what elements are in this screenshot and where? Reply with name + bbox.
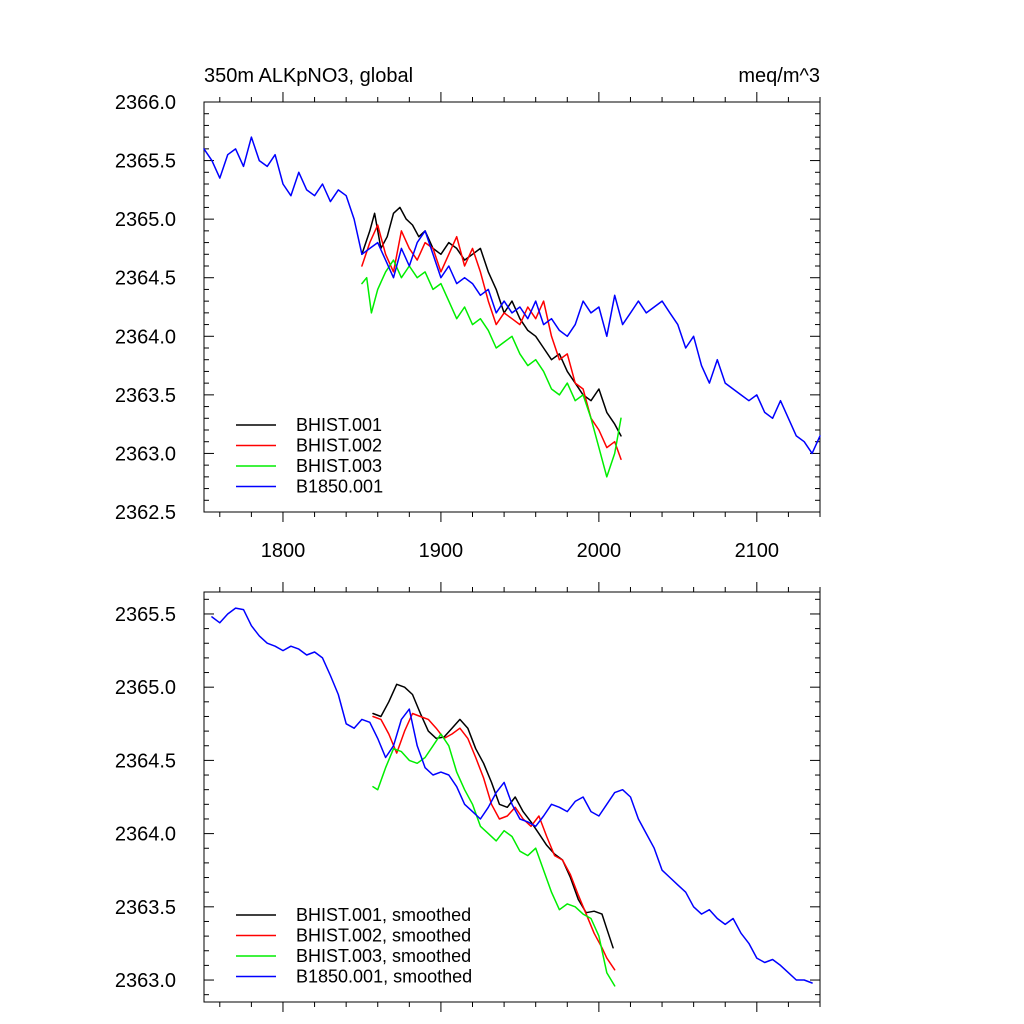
bottom-plot-frame [203, 591, 821, 1003]
top-series-line-4 [203, 136, 821, 455]
y-tick-label: 2365.0 [115, 677, 176, 699]
top-series-line-1 [361, 206, 622, 437]
top-chart-units: meq/m^3 [738, 65, 820, 87]
top-series-line-2 [361, 224, 622, 461]
y-tick-label: 2366.0 [115, 92, 176, 114]
legend-label: BHIST.002 [296, 436, 382, 456]
top-axis-ticks: 2362.5 2363.0 2363.5 2364.0 2364.5 2365.0 2365… [115, 92, 821, 562]
bottom-axis-ticks: 2363.0 2363.5 2364.0 2364.5 2365.0 2365.5 [115, 582, 821, 1012]
y-tick-label: 2365.5 [115, 151, 176, 173]
x-tick-label: 2000 [577, 540, 622, 562]
bottom-chart-panel: 2363.0 2363.5 2364.0 2364.5 2365.0 2365.5 BHI… [115, 582, 821, 1012]
x-tick-label: 1900 [419, 540, 464, 562]
bottom-series-line-3 [372, 733, 616, 987]
y-tick-label: 2364.0 [115, 326, 176, 348]
y-tick-label: 2363.5 [115, 385, 176, 407]
legend-label: BHIST.003 [296, 456, 382, 476]
y-tick-label: 2365.5 [115, 604, 176, 626]
top-series-group [203, 136, 821, 478]
legend-label: BHIST.003, smoothed [296, 946, 471, 966]
y-tick-label: 2363.0 [115, 443, 176, 465]
y-tick-label: 2364.0 [115, 824, 176, 846]
y-tick-label: 2365.0 [115, 209, 176, 231]
legend-label: B1850.001, smoothed [296, 967, 472, 987]
y-tick-label: 2362.5 [115, 502, 176, 524]
y-tick-label: 2363.5 [115, 897, 176, 919]
legend-label: BHIST.002, smoothed [296, 926, 471, 946]
x-tick-label: 2100 [735, 540, 780, 562]
top-plot-frame [203, 101, 821, 513]
legend-label: BHIST.001 [296, 415, 382, 435]
y-tick-label: 2363.0 [115, 970, 176, 992]
bottom-series-line-4 [211, 607, 813, 984]
legend-label: B1850.001 [296, 477, 383, 497]
bottom-series-group [211, 607, 813, 987]
top-chart-title: 350m ALKpNO3, global [204, 65, 413, 87]
legend-label: BHIST.001, smoothed [296, 905, 471, 925]
y-tick-label: 2364.5 [115, 268, 176, 290]
top-chart-panel: 350m ALKpNO3, global meq/m^3 2362.5 2363.… [115, 65, 821, 562]
bottom-series-line-2 [372, 712, 616, 971]
top-series-line-3 [361, 259, 622, 478]
x-tick-label: 1800 [261, 540, 306, 562]
y-tick-label: 2364.5 [115, 750, 176, 772]
